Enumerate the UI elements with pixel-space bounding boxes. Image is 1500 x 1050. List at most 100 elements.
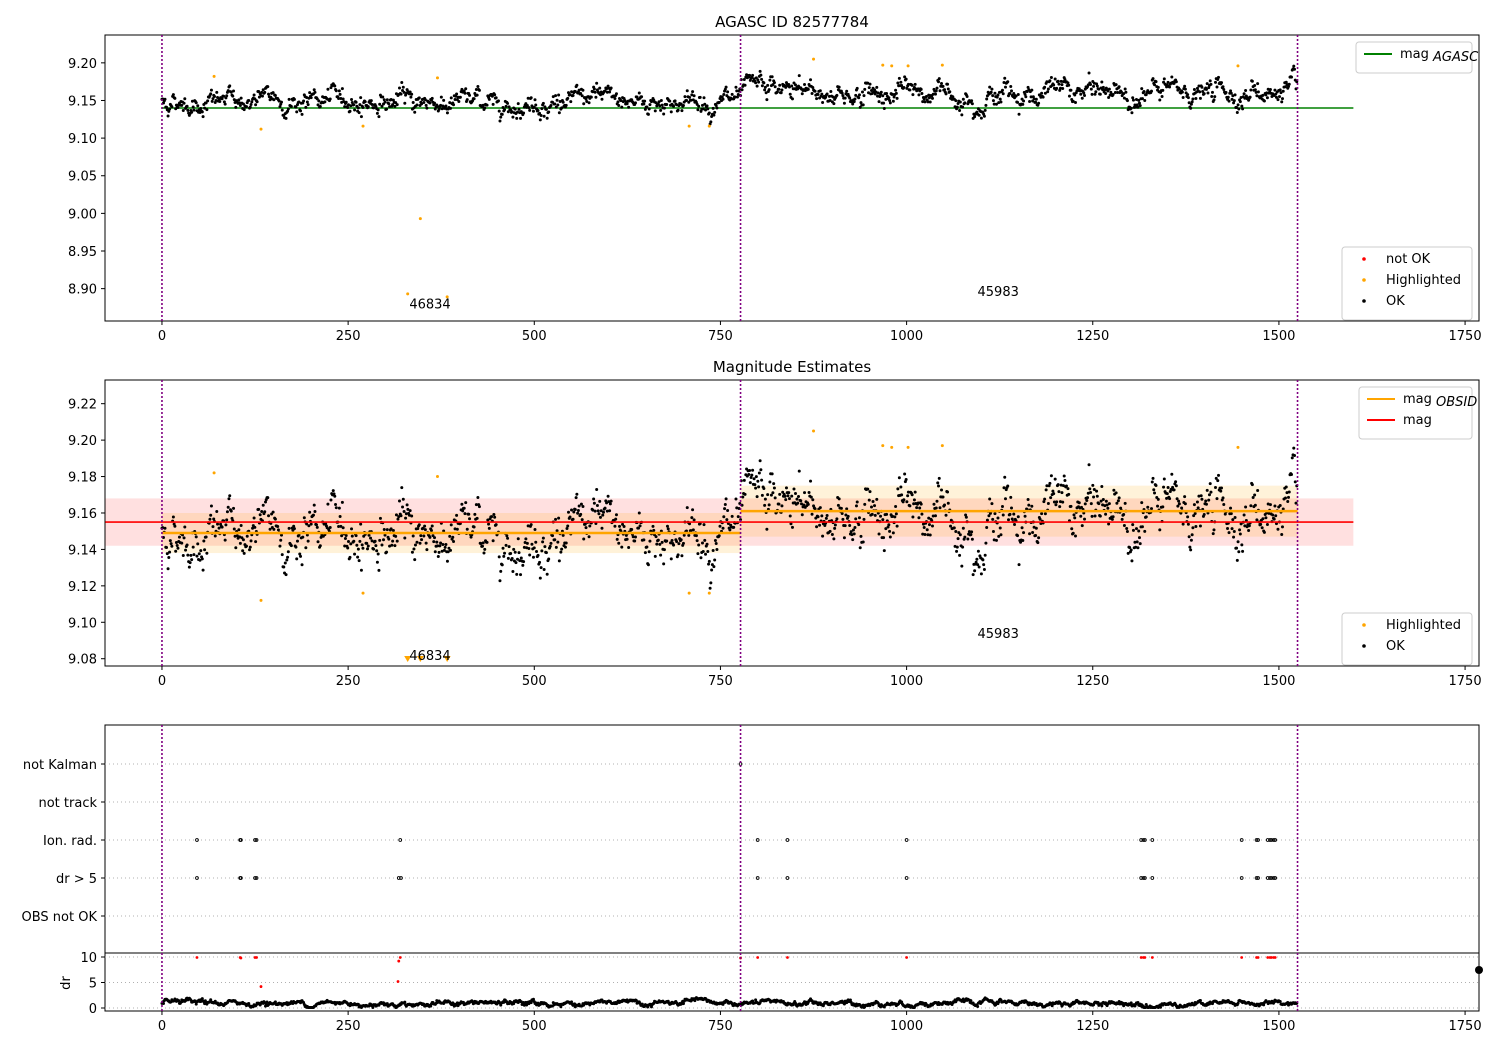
ok-point — [1138, 542, 1142, 546]
ok-point — [1162, 485, 1166, 489]
ok-point — [751, 468, 755, 472]
ok-point — [1100, 485, 1104, 489]
ok-point — [982, 114, 986, 118]
ok-point — [268, 527, 272, 531]
ok-point — [503, 108, 507, 112]
ok-point — [1255, 518, 1259, 522]
ok-point — [1216, 479, 1220, 483]
ok-point — [1146, 505, 1150, 509]
ok-point — [1244, 505, 1248, 509]
ok-point — [507, 105, 511, 109]
ok-point — [1293, 67, 1297, 71]
ok-point — [714, 541, 718, 545]
ok-point — [721, 97, 725, 101]
ok-point — [366, 547, 370, 551]
ok-point — [787, 83, 791, 87]
ok-point — [930, 96, 934, 100]
ok-point — [1209, 82, 1213, 86]
ok-point — [1166, 80, 1170, 84]
ok-point — [1057, 490, 1061, 494]
ok-point — [448, 548, 452, 552]
ok-point — [541, 101, 545, 105]
x-tick-label: 1500 — [1262, 674, 1295, 689]
ok-point — [366, 105, 370, 109]
ok-point — [1080, 505, 1084, 509]
ok-point — [1144, 515, 1148, 519]
ok-point — [271, 510, 275, 514]
ok-point — [1290, 456, 1294, 460]
ok-point — [911, 93, 915, 97]
ok-point — [813, 507, 817, 511]
ok-point — [421, 526, 425, 530]
ok-point — [305, 100, 309, 104]
ok-point — [430, 524, 434, 528]
ok-point — [598, 86, 602, 90]
ok-point — [1064, 484, 1068, 488]
ok-point — [1227, 531, 1231, 535]
ok-point — [700, 103, 704, 107]
ok-point — [315, 523, 319, 527]
ok-point — [512, 547, 516, 551]
ok-point — [352, 539, 356, 543]
ok-point — [1222, 502, 1226, 506]
ok-point — [447, 546, 451, 550]
ok-point — [1098, 514, 1102, 518]
ok-point — [1017, 112, 1021, 116]
ok-point — [212, 94, 216, 98]
ok-point — [592, 501, 596, 505]
ok-point — [1130, 559, 1134, 563]
ok-point — [870, 505, 874, 509]
ok-point — [532, 546, 536, 550]
ok-point — [700, 541, 704, 545]
ok-point — [515, 116, 519, 120]
ok-point — [544, 107, 548, 111]
ok-point — [260, 510, 264, 514]
ok-point — [936, 481, 940, 485]
ok-point — [534, 540, 538, 544]
ok-point — [377, 568, 381, 572]
ok-point — [401, 505, 405, 509]
ok-point — [1273, 88, 1277, 92]
ok-point — [958, 108, 962, 112]
ok-point — [707, 559, 711, 563]
ok-point — [970, 530, 974, 534]
ok-point — [970, 99, 974, 103]
ok-point — [772, 486, 776, 490]
ok-point — [1229, 512, 1233, 516]
legend-label-subscript: OBSID — [1436, 395, 1477, 410]
ok-point — [474, 503, 478, 507]
ok-point — [614, 513, 618, 517]
ok-point — [1030, 504, 1034, 508]
ok-point — [235, 534, 239, 538]
ok-point — [1232, 535, 1236, 539]
ok-point — [797, 469, 801, 473]
ok-point — [1260, 526, 1264, 530]
ok-point — [1117, 85, 1121, 89]
ok-point — [232, 506, 236, 510]
ok-point — [307, 524, 311, 528]
ok-point — [375, 111, 379, 115]
ok-point — [910, 83, 914, 87]
ok-point — [699, 556, 703, 560]
ok-point — [369, 99, 373, 103]
ok-point — [333, 494, 337, 498]
ok-point — [778, 83, 782, 87]
ok-point — [1274, 92, 1278, 96]
ok-point — [579, 92, 583, 96]
ok-point — [1060, 491, 1064, 495]
ok-point — [1181, 522, 1185, 526]
flag-point — [396, 876, 401, 880]
ok-point — [1051, 489, 1055, 493]
ok-point — [941, 495, 945, 499]
flag-point — [1268, 876, 1272, 880]
ok-point — [903, 472, 907, 476]
ok-point — [579, 502, 583, 506]
ok-point — [1292, 64, 1296, 68]
ok-point — [205, 108, 209, 112]
ok-point — [191, 545, 195, 549]
ok-point — [1089, 87, 1093, 91]
ok-point — [984, 103, 988, 107]
ok-point — [1029, 95, 1033, 99]
ok-point — [1095, 494, 1099, 498]
ok-point — [341, 97, 345, 101]
